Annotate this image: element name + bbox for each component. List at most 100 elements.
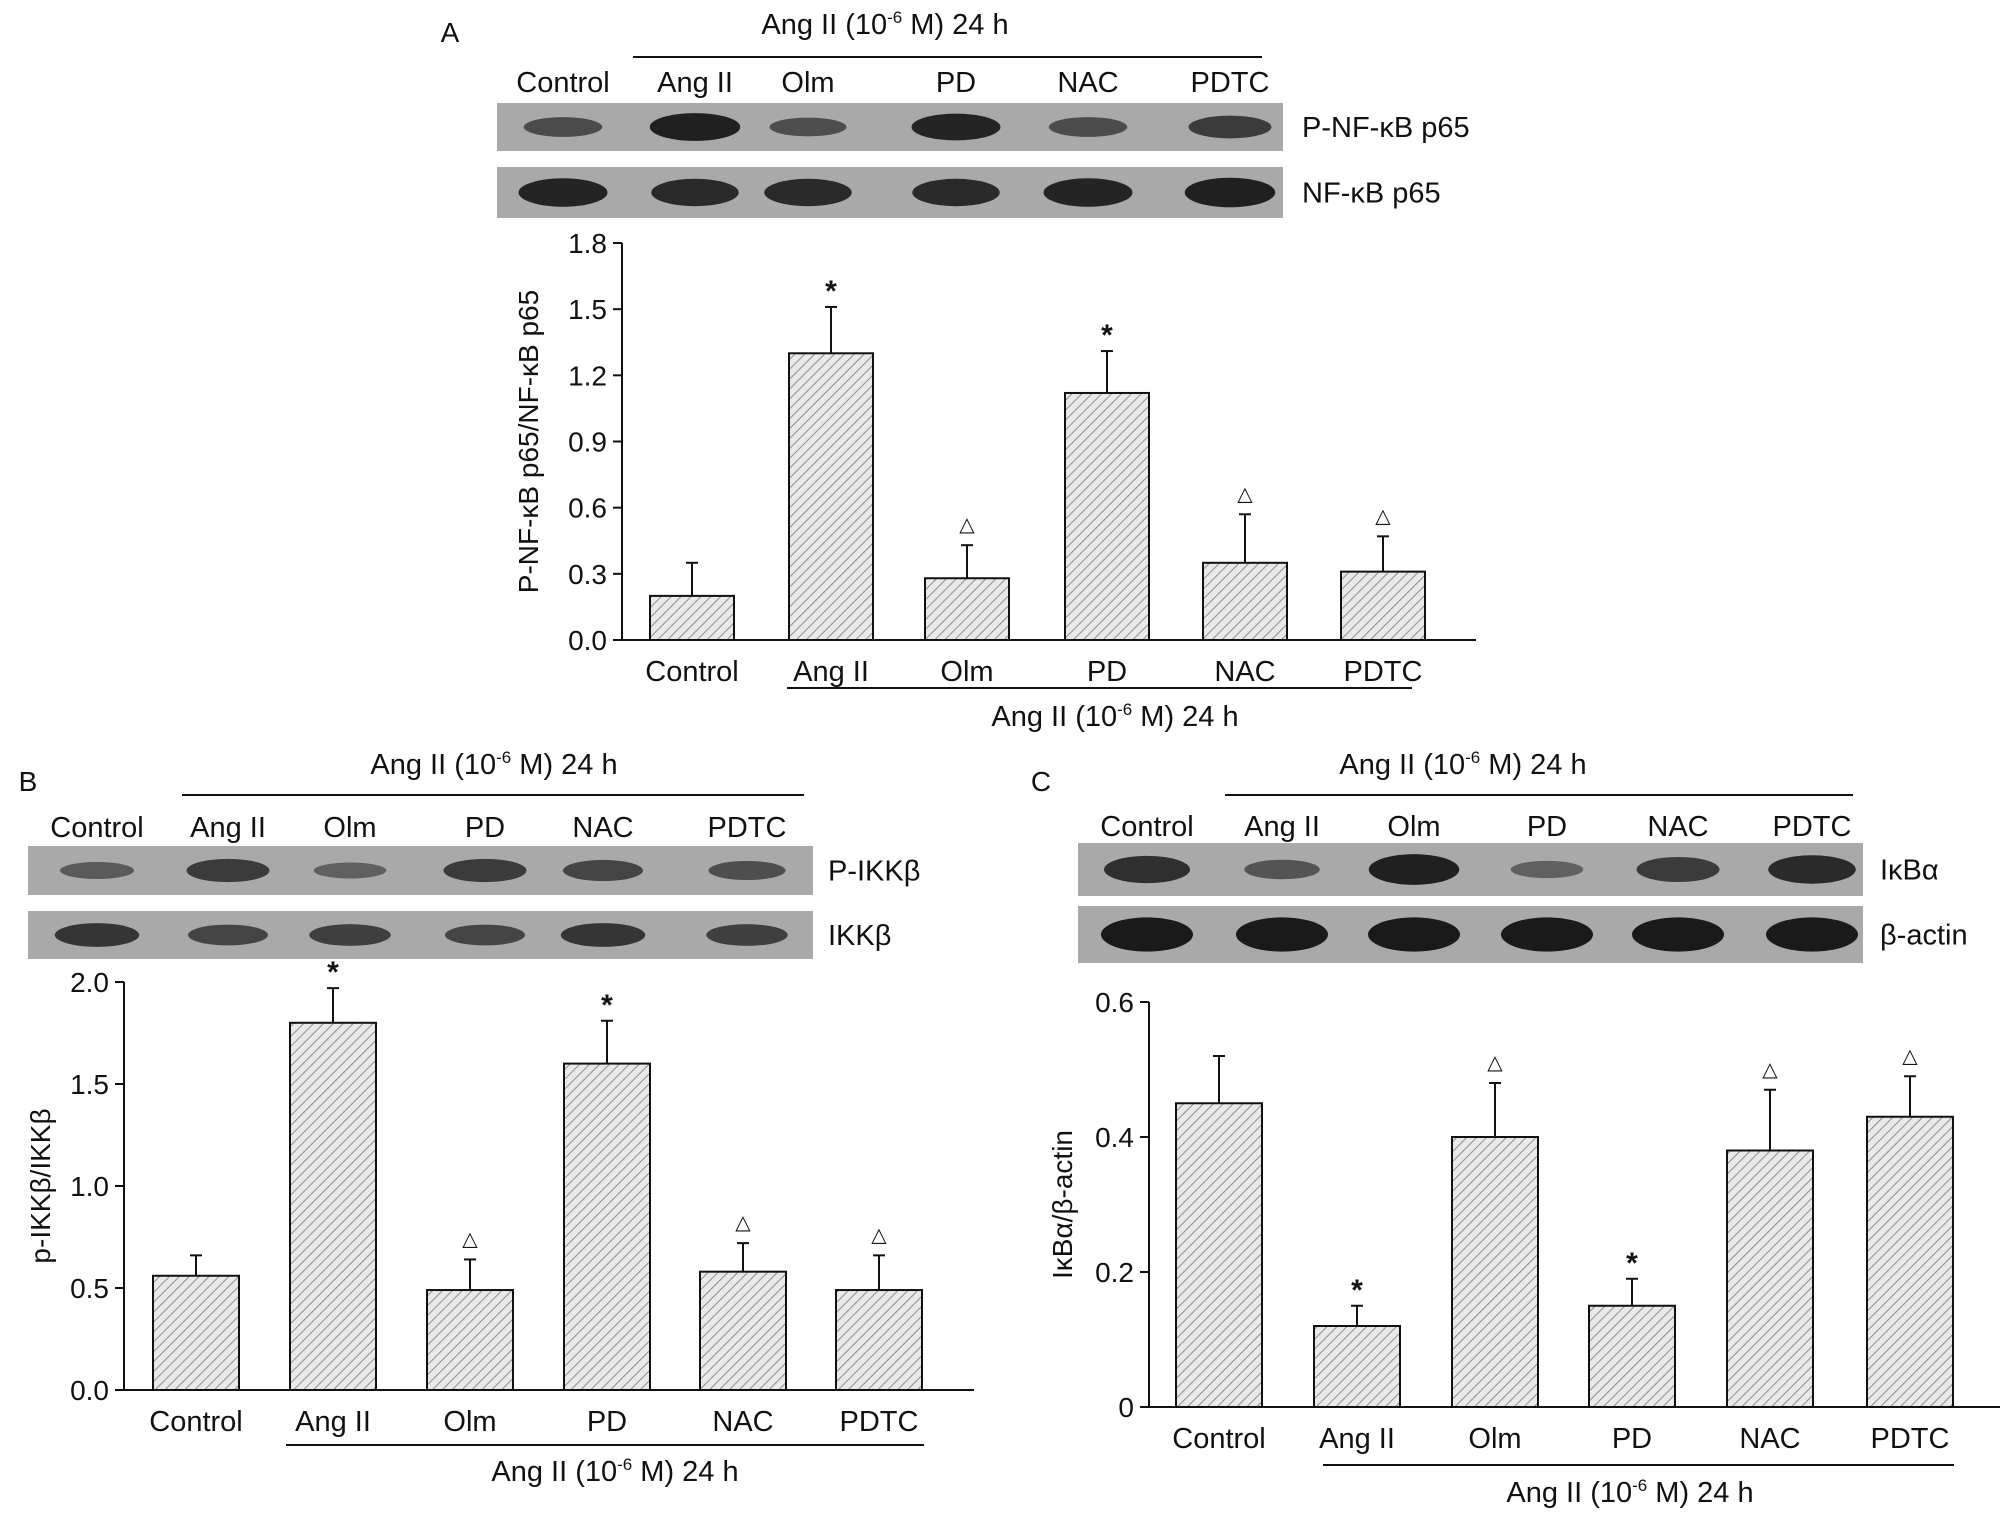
blot-lane-label: Olm bbox=[1387, 811, 1440, 843]
caption-superscript: -6 bbox=[887, 8, 902, 27]
x-tick-label: NAC bbox=[1214, 656, 1275, 688]
blot-strip bbox=[497, 167, 1283, 218]
caption-part: M) 24 h bbox=[632, 1456, 738, 1488]
bar bbox=[152, 1274, 240, 1392]
blot-band bbox=[443, 858, 527, 883]
blot-lane-label: PD bbox=[1527, 811, 1567, 843]
blot-band bbox=[560, 923, 646, 947]
x-tick-label: Ang II bbox=[1319, 1423, 1395, 1455]
y-tick-label: 1.5 bbox=[70, 1069, 109, 1100]
bar bbox=[649, 594, 735, 642]
blot-row-label: IKKβ bbox=[828, 920, 891, 952]
blot-band bbox=[651, 178, 739, 207]
caption-part: M) 24 h bbox=[902, 9, 1008, 41]
bar bbox=[1340, 570, 1426, 642]
caption-part: Ang II (10 bbox=[761, 9, 887, 41]
blot-band bbox=[1048, 117, 1128, 137]
bar bbox=[1726, 1149, 1814, 1408]
x-tick-label: Ang II bbox=[793, 656, 869, 688]
significance-triangle: △ bbox=[871, 1224, 887, 1246]
blot-row-label: P-IKKβ bbox=[828, 856, 920, 888]
y-tick-label: 1.0 bbox=[70, 1171, 109, 1202]
blot-band bbox=[1510, 860, 1584, 879]
blot-band bbox=[706, 924, 788, 946]
blot-lane-label: NAC bbox=[1057, 67, 1118, 99]
blot-band bbox=[523, 117, 603, 137]
x-tick-label: PDTC bbox=[1871, 1423, 1950, 1455]
x-tick-label: Control bbox=[645, 656, 739, 688]
blot-band bbox=[1188, 115, 1272, 139]
blot-treatment-caption: Ang II (10-6 M) 24 h bbox=[370, 748, 617, 781]
blot-band bbox=[912, 178, 1000, 207]
y-tick-label: 0.0 bbox=[70, 1375, 109, 1406]
blot-lane-label: PD bbox=[936, 67, 976, 99]
bar bbox=[563, 1062, 651, 1391]
y-tick-label: 0.5 bbox=[70, 1273, 109, 1304]
blot-strip bbox=[28, 846, 813, 895]
bar bbox=[835, 1289, 923, 1392]
blot-band bbox=[764, 178, 852, 207]
blot-row-label: β-actin bbox=[1880, 920, 1968, 952]
bar bbox=[1064, 391, 1150, 641]
y-tick-label: 0.6 bbox=[568, 493, 607, 524]
bar bbox=[1451, 1136, 1539, 1408]
blot-band bbox=[1101, 917, 1193, 952]
blot-band bbox=[1368, 917, 1460, 952]
significance-triangle: △ bbox=[462, 1228, 478, 1250]
blot-band bbox=[708, 860, 786, 881]
western-blot: Ang II (10-6 M) 24 h Control Ang II Olm PD NA… bbox=[28, 748, 920, 959]
y-axis-label: P-NF-κB p65/NF-κB p65 bbox=[513, 290, 544, 593]
caption-part: Ang II (10 bbox=[991, 701, 1117, 733]
bar-chart: 0.0 0.3 0.6 0.9 1.2 1.5 1.8 P-NF-κB p65/NF-κB p… bbox=[513, 228, 1476, 733]
blot-row-label: NF-κB p65 bbox=[1302, 178, 1441, 210]
bar bbox=[924, 577, 1010, 641]
blot-band bbox=[1632, 917, 1724, 952]
blot-lane-label: NAC bbox=[1647, 811, 1708, 843]
blot-band bbox=[769, 117, 847, 137]
y-tick-label: 0.4 bbox=[1095, 1122, 1134, 1153]
caption-part: M) 24 h bbox=[1132, 701, 1238, 733]
x-tick-label: Olm bbox=[940, 656, 993, 688]
x-tick-label: PD bbox=[1612, 1423, 1652, 1455]
blot-lane-label: PDTC bbox=[1191, 67, 1270, 99]
blot-band bbox=[1184, 177, 1276, 208]
caption-part: Ang II (10 bbox=[1506, 1477, 1632, 1509]
x-tick-label: PDTC bbox=[840, 1406, 919, 1438]
blot-band bbox=[649, 113, 741, 141]
x-tick-label: PDTC bbox=[1344, 656, 1423, 688]
blot-lane-label: Olm bbox=[781, 67, 834, 99]
blot-band bbox=[1636, 856, 1720, 883]
caption-part: M) 24 h bbox=[1480, 749, 1586, 781]
bar-chart: 0.0 0.5 1.0 1.5 2.0 p-IKKβ/IKKβ Control * Ang II… bbox=[25, 956, 974, 1488]
caption-superscript: -6 bbox=[617, 1455, 632, 1474]
y-axis-label: IκBα/β-actin bbox=[1047, 1130, 1078, 1279]
caption-part: Ang II (10 bbox=[1339, 749, 1465, 781]
treatment-caption: Ang II (10-6 M) 24 h bbox=[1506, 1476, 1753, 1509]
blot-lane-label: Ang II bbox=[1244, 811, 1320, 843]
blot-band bbox=[313, 862, 387, 879]
bar bbox=[1175, 1102, 1263, 1408]
blot-row-label: P-NF-κB p65 bbox=[1302, 112, 1470, 144]
treatment-caption: Ang II (10-6 M) 24 h bbox=[491, 1455, 738, 1488]
blot-band bbox=[518, 178, 608, 207]
y-tick-label: 2.0 bbox=[70, 967, 109, 998]
blot-treatment-caption: Ang II (10-6 M) 24 h bbox=[761, 8, 1008, 41]
significance-star: * bbox=[327, 956, 339, 989]
panel-letter: B bbox=[19, 766, 38, 797]
blot-band bbox=[1104, 855, 1190, 884]
y-tick-label: 1.8 bbox=[568, 228, 607, 259]
significance-star: * bbox=[601, 989, 613, 1022]
blot-lane-label: Control bbox=[1100, 811, 1194, 843]
bar bbox=[1588, 1304, 1676, 1408]
blot-lane-label: PDTC bbox=[708, 812, 787, 844]
blot-lane-label: Control bbox=[50, 812, 144, 844]
x-tick-label: Olm bbox=[443, 1406, 496, 1438]
bar bbox=[788, 352, 874, 641]
blot-band bbox=[563, 859, 643, 882]
blot-lane-label: PDTC bbox=[1773, 811, 1852, 843]
caption-part: Ang II (10 bbox=[370, 749, 496, 781]
significance-triangle: △ bbox=[1487, 1052, 1503, 1074]
blot-band bbox=[1768, 855, 1856, 884]
blot-lane-label: Ang II bbox=[657, 67, 733, 99]
